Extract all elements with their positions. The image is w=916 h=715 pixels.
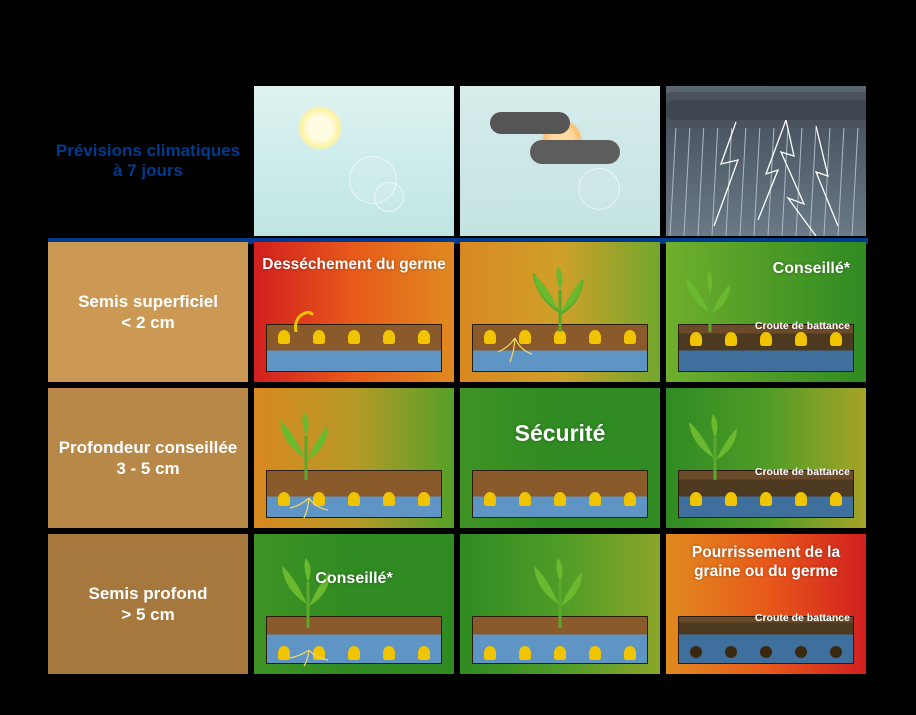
cell-r3c3: Pourrissement de la graine ou du germe C…	[666, 534, 866, 674]
cell-r1c1: Desséchement du germe	[254, 242, 454, 382]
plant-icon	[686, 410, 744, 480]
lightning-icon	[666, 86, 866, 236]
crust-label: Croute de battance	[755, 466, 850, 478]
cell-text: Conseillé*	[773, 260, 850, 278]
weather-sunny-cell	[254, 86, 454, 236]
cell-r2c2: Sécurité	[460, 388, 660, 528]
header-title-cell: Prévisions climatiques à 7 jours	[48, 86, 248, 236]
roots-icon	[284, 650, 334, 668]
main-grid: Prévisions climatiques à 7 jours	[48, 86, 868, 674]
cloud-icon	[530, 140, 620, 164]
cell-text: Sécurité	[460, 420, 660, 447]
row1-label-line2: < 2 cm	[121, 312, 174, 333]
cell-r3c1: Conseillé*	[254, 534, 454, 674]
plant-icon	[530, 554, 590, 628]
soil-diagram	[472, 470, 648, 518]
header-title-line2: à 7 jours	[56, 161, 240, 181]
plant-icon	[278, 554, 338, 628]
weather-stormy-cell	[666, 86, 866, 236]
weather-cloudy-cell	[460, 86, 660, 236]
row2-label-line1: Profondeur conseillée	[59, 437, 238, 458]
header-title-line1: Prévisions climatiques	[56, 141, 240, 161]
crust-label: Croute de battance	[755, 320, 850, 332]
cloud-icon	[490, 112, 570, 134]
cell-r2c3: Croute de battance	[666, 388, 866, 528]
sunny-sky	[254, 86, 454, 236]
cell-r1c3: Conseillé* Croute de battance	[666, 242, 866, 382]
plant-icon	[530, 262, 590, 332]
row2-label-line2: 3 - 5 cm	[116, 458, 179, 479]
plant-icon	[276, 408, 336, 480]
cell-text-line1: Pourrissement de la	[666, 544, 866, 563]
cell-r3c2	[460, 534, 660, 674]
cell-text: Pourrissement de la graine ou du germe	[666, 544, 866, 581]
soil-diagram	[266, 324, 442, 372]
plant-icon	[682, 266, 738, 332]
cell-text: Desséchement du germe	[254, 256, 454, 274]
row1-label: Semis superficiel < 2 cm	[48, 242, 248, 382]
cell-text-line2: graine ou du germe	[666, 563, 866, 582]
roots-icon	[490, 338, 540, 368]
cell-r1c2	[460, 242, 660, 382]
sun-icon	[298, 106, 342, 150]
crust-label: Croute de battance	[755, 612, 850, 624]
lens-flare-icon	[578, 168, 620, 210]
row3-label-line2: > 5 cm	[121, 604, 174, 625]
infographic-root: Prévisions climatiques à 7 jours	[0, 0, 916, 715]
row3-label-line1: Semis profond	[88, 583, 207, 604]
cell-text: Conseillé*	[254, 570, 454, 588]
roots-icon	[284, 498, 334, 520]
lens-flare-icon	[374, 182, 404, 212]
row3-label: Semis profond > 5 cm	[48, 534, 248, 674]
row1-label-line1: Semis superficiel	[78, 291, 218, 312]
row2-label: Profondeur conseillée 3 - 5 cm	[48, 388, 248, 528]
cell-r2c1	[254, 388, 454, 528]
